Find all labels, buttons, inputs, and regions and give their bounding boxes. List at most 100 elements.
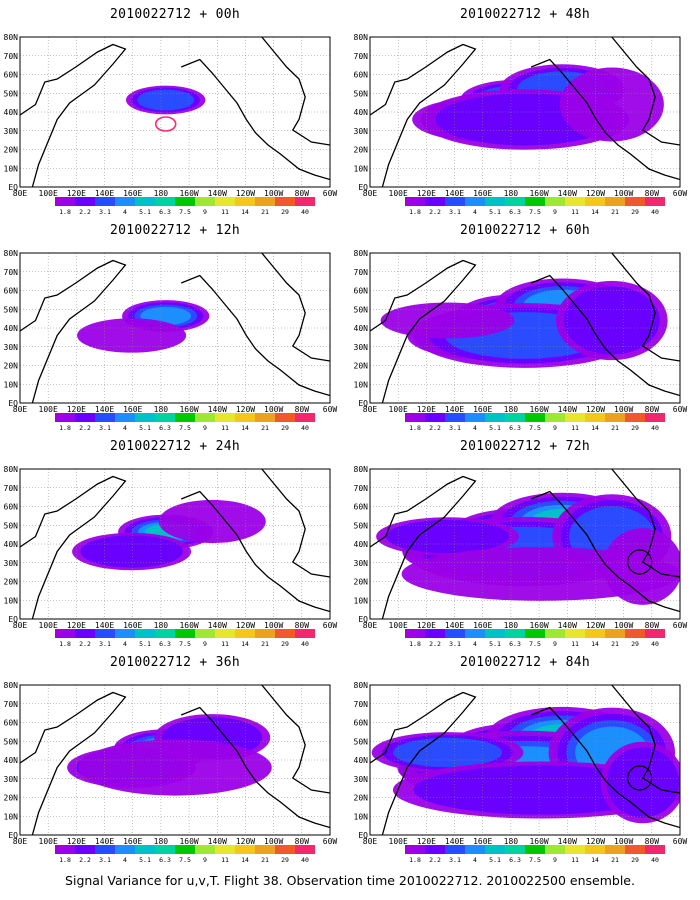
colorbar-swatch [95,413,115,422]
colorbar-tick-label: 1.8 [409,856,421,864]
latitude-label: 70N [354,484,369,493]
latitude-label: 80N [354,465,369,474]
longitude-label: 80E [13,189,28,198]
longitude-label: 140E [445,837,464,846]
colorbar: 1.8 2.2 3.1 4 5.1 6.3 7.5 9 11 14 21 29 40 [55,845,315,864]
figure-caption: Signal Variance for u,v,T. Flight 38. Ob… [65,873,635,888]
latitude-label: 10N [4,164,19,173]
colorbar-tick-label: 3.1 [99,856,111,864]
longitude-label: 100W [614,189,633,198]
colorbar-swatch [445,413,465,422]
latitude-label: 60N [4,503,19,512]
map-frame [369,252,681,404]
panel-title: 2010022712 + 12h [109,223,241,238]
longitude-label: 160E [473,837,492,846]
colorbar-tick-label: 4 [123,640,127,648]
colorbar-swatch [585,197,605,206]
graticule [370,469,680,619]
longitude-label: 80W [295,189,310,198]
colorbar-swatch [645,197,665,206]
colorbar-tick-label: 40 [301,640,309,648]
colorbar-tick-label: 21 [611,208,619,216]
colorbar-swatch [425,413,445,422]
variance-contour [77,318,187,353]
colorbar-tick-label: 4 [473,856,477,864]
longitude-label: 80E [13,837,28,846]
colorbar-tick-label: 5.1 [139,424,151,432]
latitude-label: 40N [4,756,19,765]
variance-field [376,492,680,605]
colorbar-swatch [445,845,465,854]
map-panel: 80N 70N 60N 50N 40N 30N 20N 10N EQ 80E 100E 120E 140… [350,648,700,864]
colorbar-tick-label: 3.1 [99,208,111,216]
latitude-label: 10N [354,164,369,173]
colorbar-tick-label: 21 [611,856,619,864]
colorbar-swatch [255,845,275,854]
graticule [20,469,330,619]
colorbar-swatch [215,845,235,854]
colorbar-swatch [115,197,135,206]
colorbar-swatch [585,629,605,638]
colorbar-tick-label: 7.5 [529,424,541,432]
panel-title: 2010022712 + 24h [109,439,241,454]
longitude-label: 180 [504,621,519,630]
latitude-label: 80N [354,681,369,690]
latitude-label: 50N [4,737,19,746]
latitude-label: 40N [354,324,369,333]
colorbar-tick-label: 14 [241,640,249,648]
longitude-label: 160W [529,189,548,198]
panel-title: 2010022712 + 60h [459,223,591,238]
colorbar-swatch [275,845,295,854]
longitude-label: 120W [236,405,255,414]
latitude-label: 20N [354,146,369,155]
latitude-label: 70N [354,700,369,709]
colorbar-swatch [195,197,215,206]
longitude-label: 140E [445,405,464,414]
colorbar-tick-label: 9 [553,424,557,432]
longitude-label: 80E [363,189,378,198]
latitude-label: EQ [358,183,368,192]
coastline [370,469,680,619]
colorbar-tick-label: 29 [281,640,289,648]
colorbar-tick-label: 1.8 [59,424,71,432]
variance-contour [158,499,266,544]
latitude-label: 70N [4,700,19,709]
colorbar-swatch [155,629,175,638]
colorbar: 1.8 2.2 3.1 4 5.1 6.3 7.5 9 11 14 21 29 40 [405,413,665,432]
variance-contour [559,67,664,142]
longitude-label: 120W [586,621,605,630]
map-panel: 80N 70N 60N 50N 40N 30N 20N 10N EQ 80E 100E 120E 140… [0,216,350,432]
colorbar-tick-label: 6.3 [509,424,521,432]
colorbar-swatch [605,845,625,854]
longitude-label: 140E [445,189,464,198]
longitude-label: 140W [558,621,577,630]
longitude-label: 140W [208,405,227,414]
longitude-label: 80W [295,837,310,846]
colorbar-tick-label: 1.8 [409,640,421,648]
colorbar-swatch [625,197,645,206]
longitude-label: 100W [614,405,633,414]
map-frame [19,468,331,620]
colorbar-swatch [75,845,95,854]
colorbar-tick-label: 11 [571,424,579,432]
longitude-label: 100W [264,621,283,630]
colorbar-tick-label: 6.3 [509,208,521,216]
colorbar-tick-label: 9 [203,424,207,432]
colorbar: 1.8 2.2 3.1 4 5.1 6.3 7.5 9 11 14 21 29 40 [55,197,315,216]
latitude-label: 30N [354,127,369,136]
colorbar-tick-label: 2.2 [429,424,441,432]
longitude-label: 120W [236,189,255,198]
colorbar-swatch [405,197,425,206]
latitude-label: 70N [354,268,369,277]
latitude-label: 60N [354,287,369,296]
longitude-label: 160E [473,621,492,630]
variance-field [412,64,664,150]
colorbar-swatch [115,413,135,422]
flight-track-marker [154,116,177,132]
longitude-label: 60W [323,189,338,198]
colorbar-swatch [445,629,465,638]
colorbar-tick-label: 6.3 [159,856,171,864]
latitude-label: 70N [354,52,369,61]
longitude-label: 80E [13,405,28,414]
